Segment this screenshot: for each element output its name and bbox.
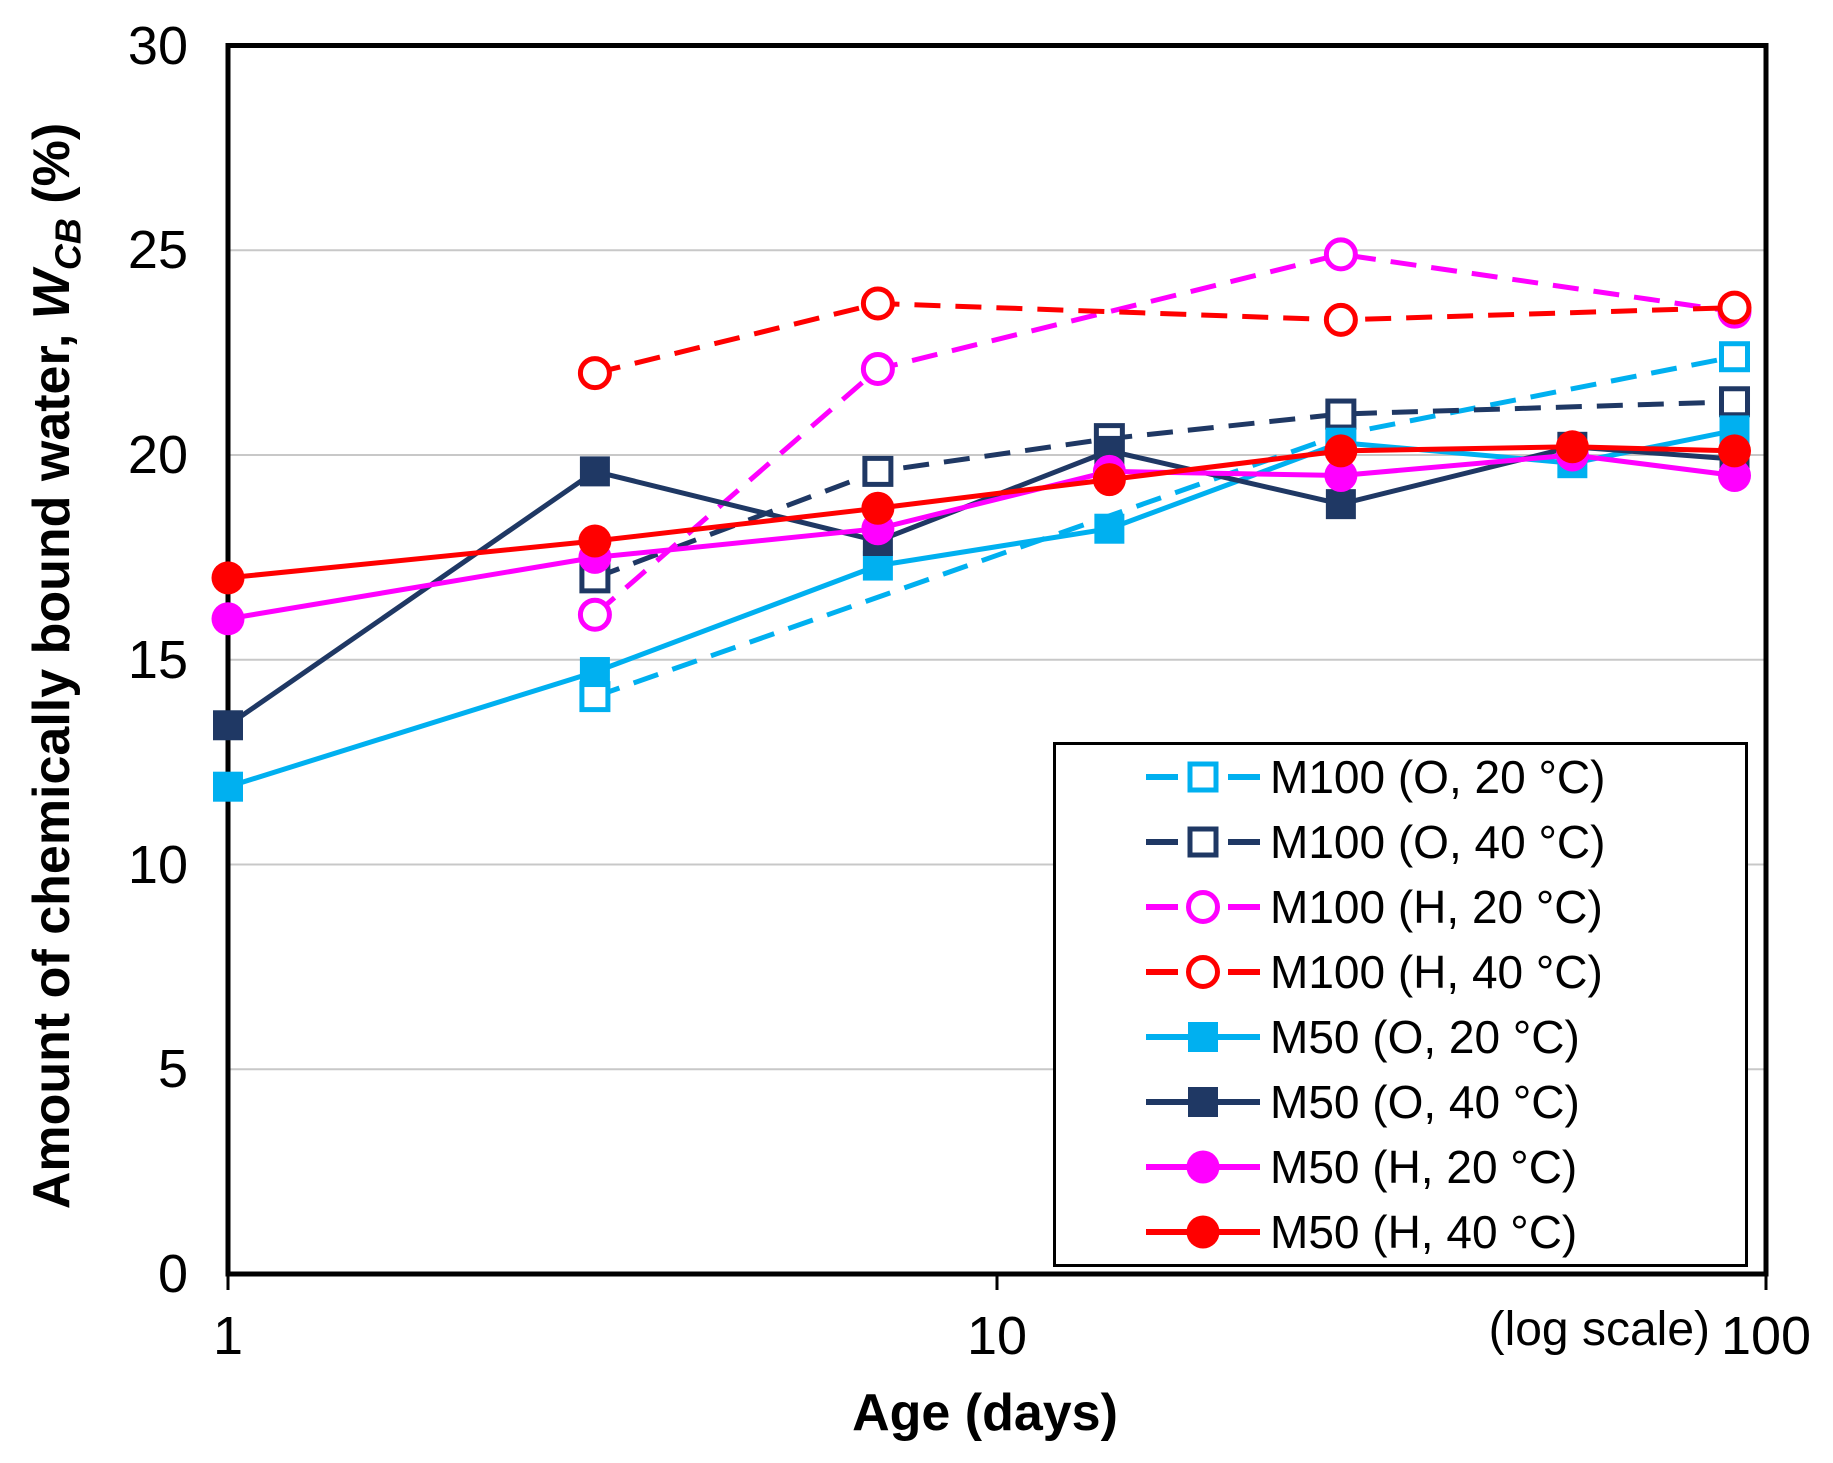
data-point-marker	[1092, 463, 1126, 497]
y-tick-label-25: 25	[127, 220, 188, 281]
data-point-marker	[861, 491, 895, 525]
series-m100-o-20-c-	[579, 341, 1751, 713]
legend-row: M50 (O, 20 °C)	[1056, 1012, 1745, 1062]
data-point-marker	[579, 681, 611, 713]
log-scale-note: (log scale)	[1488, 1303, 1710, 1356]
legend-sample-dashed-square-open-icon	[1146, 826, 1260, 858]
plot-border	[225, 43, 1769, 1277]
data-point-marker	[1188, 1021, 1218, 1052]
x-tick-label-1: 1	[212, 1306, 244, 1366]
series-line	[594, 399, 1735, 581]
data-point-marker	[1186, 1215, 1220, 1249]
data-point-marker	[1555, 430, 1589, 464]
data-point-marker	[1324, 458, 1358, 492]
data-point-marker	[1324, 434, 1358, 468]
data-point-marker	[1323, 302, 1358, 337]
y-tick-label-15: 15	[127, 629, 188, 690]
legend-row: M100 (O, 20 °C)	[1056, 752, 1745, 802]
legend-label: M50 (O, 20 °C)	[1270, 1010, 1580, 1063]
data-point-marker	[578, 524, 612, 558]
legend-row: M100 (O, 40 °C)	[1056, 817, 1745, 867]
data-point-marker	[1323, 237, 1358, 272]
data-point-marker	[1187, 826, 1219, 858]
series-m50-o-40-c-	[213, 431, 1750, 741]
data-point-marker	[862, 455, 894, 487]
legend-label: M100 (H, 20 °C)	[1270, 881, 1603, 934]
data-point-marker	[1719, 386, 1751, 418]
y-tick-label-5: 5	[157, 1039, 188, 1100]
legend-sample-dashed-circle-open-icon	[1146, 890, 1260, 925]
data-point-marker	[211, 602, 245, 636]
data-point-marker	[860, 352, 895, 387]
legend-row: M50 (H, 40 °C)	[1056, 1207, 1745, 1257]
data-point-marker	[1325, 398, 1357, 430]
data-point-marker	[1718, 458, 1752, 492]
series-m100-h-40-c-	[577, 286, 1752, 391]
legend-row: M100 (H, 20 °C)	[1056, 882, 1745, 932]
legend-sample-solid-circle-icon	[1146, 1150, 1260, 1184]
data-point-marker	[1718, 434, 1752, 468]
y-tick-label-20: 20	[127, 425, 188, 485]
data-point-marker	[860, 286, 895, 321]
legend-label: M50 (H, 20 °C)	[1270, 1140, 1578, 1193]
data-point-marker	[577, 356, 612, 391]
data-point-marker	[211, 561, 245, 595]
legend-row: M50 (O, 40 °C)	[1056, 1077, 1745, 1127]
data-point-marker	[1186, 955, 1220, 990]
legend-sample-dashed-square-open-icon	[1146, 761, 1260, 793]
series-m50-h-20-c-	[211, 438, 1752, 636]
data-point-marker	[579, 657, 610, 688]
y-tick-label-10: 10	[127, 834, 188, 895]
legend-label: M50 (O, 40 °C)	[1270, 1075, 1580, 1128]
series-line	[227, 427, 1735, 790]
series-line	[227, 444, 1735, 581]
legend-label: M100 (O, 40 °C)	[1270, 816, 1606, 869]
series-line	[594, 300, 1735, 376]
legend-sample-solid-square-icon	[1146, 1021, 1260, 1052]
data-point-marker	[1187, 761, 1219, 793]
y-tick-label-0: 0	[157, 1244, 188, 1304]
legend-sample-solid-square-icon	[1146, 1086, 1260, 1117]
y-tick-label-30: 30	[127, 15, 188, 76]
legend-label: M50 (H, 40 °C)	[1270, 1205, 1578, 1258]
x-tick-label-100: 100	[1720, 1306, 1812, 1366]
legend: M100 (O, 20 °C) M100 (O, 40 °C) M100 (H, 2…	[1053, 742, 1748, 1267]
data-point-marker	[1188, 1086, 1218, 1117]
y-axis-units: (%)	[23, 122, 81, 219]
x-tick-label-10: 10	[966, 1306, 1028, 1366]
x-axis-title: Age (days)	[852, 1384, 1118, 1442]
data-point-marker	[1719, 341, 1751, 373]
legend-row: M50 (H, 20 °C)	[1056, 1142, 1745, 1192]
legend-label: M100 (H, 40 °C)	[1270, 946, 1603, 999]
legend-row: M100 (H, 40 °C)	[1056, 947, 1745, 997]
data-point-marker	[579, 456, 610, 487]
data-point-marker	[1717, 290, 1752, 325]
legend-label: M100 (O, 20 °C)	[1270, 751, 1606, 804]
series-m100-o-40-c-	[579, 386, 1751, 594]
data-point-marker	[213, 771, 243, 802]
data-point-marker	[1325, 489, 1356, 520]
data-point-marker	[213, 710, 243, 741]
series-m50-h-40-c-	[211, 430, 1752, 595]
series-line	[227, 452, 1735, 622]
data-point-marker	[1186, 1150, 1220, 1184]
legend-sample-dashed-circle-open-icon	[1146, 955, 1260, 990]
series-line	[593, 251, 1735, 617]
series-line	[226, 444, 1735, 728]
legend-sample-solid-circle-icon	[1146, 1215, 1260, 1249]
data-point-marker	[1094, 513, 1125, 544]
data-point-marker	[577, 597, 612, 632]
data-point-marker	[1186, 890, 1220, 925]
